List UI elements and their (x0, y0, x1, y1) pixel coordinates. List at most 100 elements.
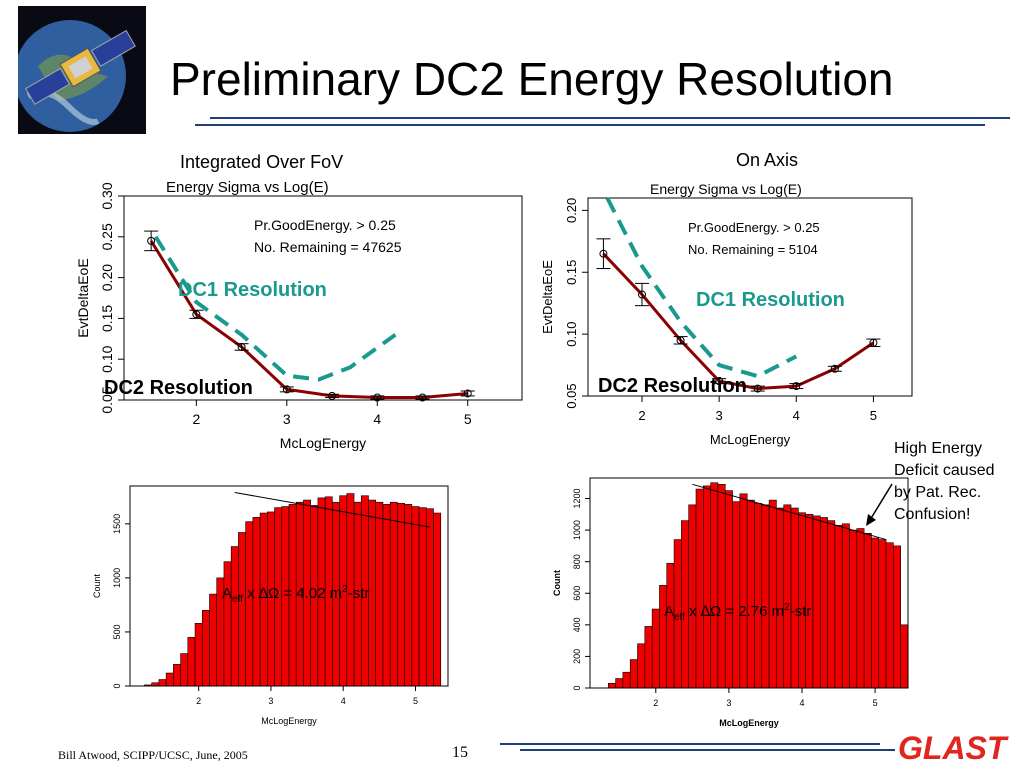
data-point (792, 382, 801, 391)
y-tick-label: 1000 (572, 520, 582, 540)
y-tick-label: 0.30 (99, 182, 115, 209)
histogram-bar (389, 501, 398, 687)
x-tick-label: 3 (716, 408, 723, 423)
histogram-bar (768, 499, 777, 689)
data-point (715, 377, 724, 386)
x-tick-label: 5 (870, 408, 877, 423)
histogram-bar (790, 507, 799, 689)
histogram-bar (637, 643, 646, 689)
y-tick-label: 0.10 (564, 321, 579, 346)
aeff-annotation: Aeff x ∆Ω = 2.76 m2-str (664, 602, 811, 623)
histogram-bar (798, 512, 806, 689)
resolution-chart-on-axis: 2 3 4 5 0.05 0.10 0.15 0.20 Energy Sigma vs Log… (540, 181, 913, 447)
x-tick-label: 2 (638, 408, 645, 423)
histogram-bar (615, 678, 624, 689)
data-point (237, 342, 246, 351)
y-tick-label: 400 (572, 617, 582, 632)
histogram-bar (404, 504, 413, 687)
info-line-2: No. Remaining = 47625 (254, 239, 402, 255)
histogram-bar (659, 585, 668, 689)
x-tick-label: 4 (799, 698, 804, 708)
histogram-bar (739, 493, 748, 689)
data-point (638, 290, 646, 299)
y-tick-label: 0 (112, 683, 122, 688)
y-tick-label: 500 (112, 624, 122, 639)
satellite-logo (18, 6, 146, 134)
data-point (418, 393, 427, 402)
page-number: 15 (452, 744, 468, 761)
histogram-bar (834, 525, 843, 689)
histogram-bar (724, 490, 733, 689)
dc2-resolution-label: DC2 Resolution (598, 375, 747, 397)
dc1-resolution-label: DC1 Resolution (178, 279, 327, 301)
histogram-bar (776, 507, 785, 689)
y-tick-label: 0.20 (564, 198, 579, 223)
y-tick-label: 0 (572, 685, 582, 690)
data-point (599, 249, 608, 258)
histogram-bar (761, 504, 770, 689)
histogram-bar (173, 664, 181, 687)
histogram-bar (223, 561, 232, 687)
plot-frame (587, 197, 913, 397)
histogram-bar (717, 484, 726, 689)
title-underline-2 (195, 124, 985, 126)
histogram-bar (827, 520, 836, 689)
histogram-bar (812, 515, 821, 689)
data-point (753, 384, 762, 393)
data-point (147, 236, 156, 245)
histogram-bar (849, 529, 858, 689)
histogram-bar (187, 637, 196, 687)
dc2-resolution-label: DC2 Resolution (104, 377, 253, 399)
x-tick-label: 5 (873, 698, 878, 708)
y-tick-label: 0.10 (99, 345, 115, 372)
data-point (676, 336, 685, 345)
histogram-bar (201, 610, 210, 687)
x-axis-label: McLogEnergy (719, 718, 779, 728)
histogram-bar (375, 501, 384, 687)
histogram-bar (230, 546, 239, 687)
y-axis-label: Count (552, 570, 562, 596)
data-point (192, 310, 201, 319)
y-tick-label: 1200 (572, 489, 582, 509)
histogram-bar (783, 504, 792, 689)
x-tick-label: 2 (196, 696, 201, 706)
dc1-resolution-label: DC1 Resolution (696, 289, 845, 311)
dc1-dashed-line (605, 197, 798, 379)
y-tick-label: 1500 (112, 514, 122, 534)
histogram-bar (666, 562, 675, 689)
trend-line (234, 491, 431, 528)
histogram-bar (397, 502, 405, 687)
caption-on-axis: On Axis (736, 150, 799, 170)
histogram-bar (885, 542, 894, 689)
histogram-bar (629, 659, 638, 689)
y-tick-label: 0.25 (99, 223, 115, 250)
x-tick-label: 2 (192, 411, 200, 427)
data-point (282, 385, 291, 394)
y-axis-label: Count (92, 574, 102, 599)
chart-title: Energy Sigma vs Log(E) (650, 181, 802, 197)
dc1-dashed-line (153, 235, 397, 382)
x-tick-label: 5 (464, 411, 472, 427)
x-tick-label: 3 (283, 411, 291, 427)
y-tick-label: 0.05 (99, 386, 115, 413)
x-axis-label: McLogEnergy (710, 432, 791, 447)
annotation-arrow-icon (866, 483, 893, 526)
histogram-bar (158, 679, 167, 687)
y-tick-label: 1000 (112, 568, 122, 588)
chart-title: Energy Sigma vs Log(E) (166, 179, 329, 196)
histogram-bar (180, 653, 189, 687)
histogram-bar (695, 488, 704, 689)
histogram-fov: 2 3 4 5 0 500 1000 1500 McLogEnergy Count Aeff … (92, 485, 449, 726)
x-tick-label: 3 (268, 696, 273, 706)
data-point (373, 393, 382, 402)
annotation-line: by Pat. Rec. (894, 484, 982, 501)
deficit-annotation: High Energy Deficit caused by Pat. Rec. … (894, 438, 995, 526)
x-tick-label: 4 (341, 696, 346, 706)
y-tick-label: 200 (572, 649, 582, 664)
histogram-bar (878, 539, 887, 689)
histogram-bar (418, 507, 427, 687)
y-axis-label: EvtDeltaEoE (540, 260, 555, 334)
histogram-bar (382, 504, 391, 687)
data-point (869, 338, 878, 347)
histogram-bar (433, 512, 442, 687)
